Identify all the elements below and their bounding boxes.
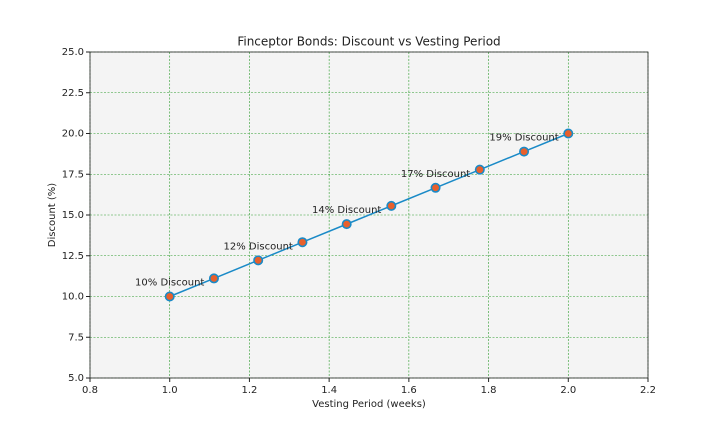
annotation: 10% Discount: [135, 278, 204, 289]
y-tick-label: 12.5: [62, 251, 84, 262]
y-tick-label: 17.5: [62, 169, 84, 180]
x-tick-label: 0.8: [82, 385, 98, 396]
annotation: 14% Discount: [312, 205, 381, 216]
annotation: 17% Discount: [401, 169, 470, 180]
data-point: [164, 291, 175, 302]
data-point: [253, 255, 264, 266]
x-tick-label: 2.0: [560, 385, 576, 396]
y-tick-label: 20.0: [62, 129, 84, 140]
chart-title: Finceptor Bonds: Discount vs Vesting Per…: [237, 35, 500, 49]
y-tick-label: 5.0: [68, 373, 84, 384]
data-line: [169, 132, 569, 298]
data-point: [208, 273, 219, 284]
data-point: [430, 182, 441, 193]
data-point: [563, 128, 574, 139]
annotation: 19% Discount: [489, 133, 558, 144]
y-axis-label: Discount (%): [47, 183, 58, 247]
y-tick-label: 25.0: [62, 47, 84, 58]
x-tick-label: 1.8: [481, 385, 497, 396]
annotation: 12% Discount: [224, 241, 293, 252]
data-point: [386, 200, 397, 211]
y-tick-label: 7.5: [68, 332, 84, 343]
x-tick-label: 1.0: [162, 385, 178, 396]
x-axis-label: Vesting Period (weeks): [312, 399, 426, 410]
x-tick-label: 1.2: [241, 385, 257, 396]
y-tick-label: 22.5: [62, 88, 84, 99]
axes-frame: [89, 51, 649, 379]
data-point: [341, 219, 352, 230]
data-point: [474, 164, 485, 175]
y-tick-label: 10.0: [62, 292, 84, 303]
data-point: [519, 146, 530, 157]
y-tick-label: 15.0: [62, 210, 84, 221]
x-tick-label: 1.6: [401, 385, 417, 396]
x-tick-label: 2.2: [640, 385, 656, 396]
x-tick-label: 1.4: [321, 385, 337, 396]
data-point: [297, 237, 308, 248]
